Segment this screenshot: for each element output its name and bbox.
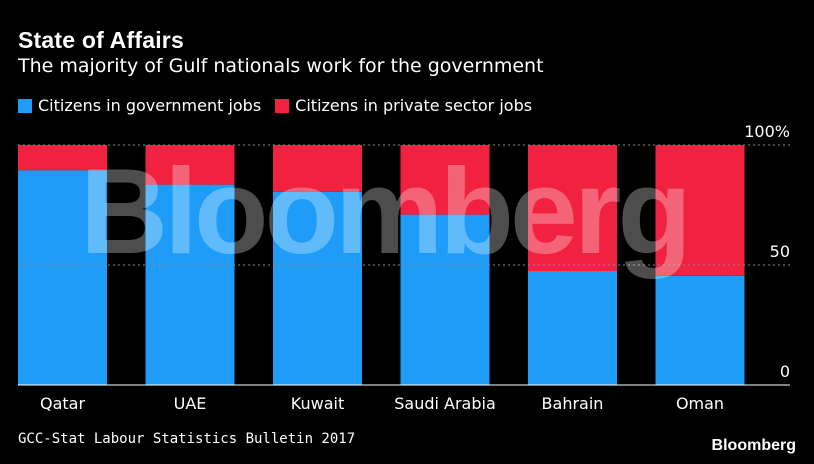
bar-government xyxy=(145,184,235,385)
bar-government xyxy=(528,271,617,385)
bar-private xyxy=(655,145,745,276)
bar-government xyxy=(655,275,745,385)
chart-subtitle: The majority of Gulf nationals work for … xyxy=(18,55,544,77)
x-tick-label: UAE xyxy=(174,394,207,413)
legend-item-private: Citizens in private sector jobs xyxy=(275,96,532,115)
legend-swatch-government xyxy=(18,98,32,113)
y-tick-label: 100% xyxy=(744,122,790,141)
legend-label-private: Citizens in private sector jobs xyxy=(295,96,533,115)
bar-private xyxy=(528,145,617,271)
legend-item-government: Citizens in government jobs xyxy=(18,96,261,115)
bar-government xyxy=(18,170,107,385)
chart-title: State of Affairs xyxy=(18,27,184,53)
x-tick-label: Saudi Arabia xyxy=(394,394,496,413)
bar-private xyxy=(400,145,490,215)
legend: Citizens in government jobs Citizens in … xyxy=(18,96,546,115)
bar-government xyxy=(400,214,490,385)
bar-private xyxy=(273,145,362,192)
source-note: GCC-Stat Labour Statistics Bulletin 2017 xyxy=(18,431,356,447)
legend-swatch-private xyxy=(275,98,290,113)
y-tick-label: 0 xyxy=(780,362,790,381)
bar-private xyxy=(145,145,235,185)
bar-private xyxy=(18,145,107,171)
x-tick-label: Bahrain xyxy=(542,394,604,413)
x-tick-label: Oman xyxy=(676,394,724,413)
brand-logo: Bloomberg xyxy=(711,437,796,454)
x-tick-label: Kuwait xyxy=(291,394,344,413)
legend-label-government: Citizens in government jobs xyxy=(38,96,262,115)
bar-government xyxy=(273,191,362,385)
y-tick-label: 50 xyxy=(770,242,790,261)
x-tick-label: Qatar xyxy=(40,394,85,413)
